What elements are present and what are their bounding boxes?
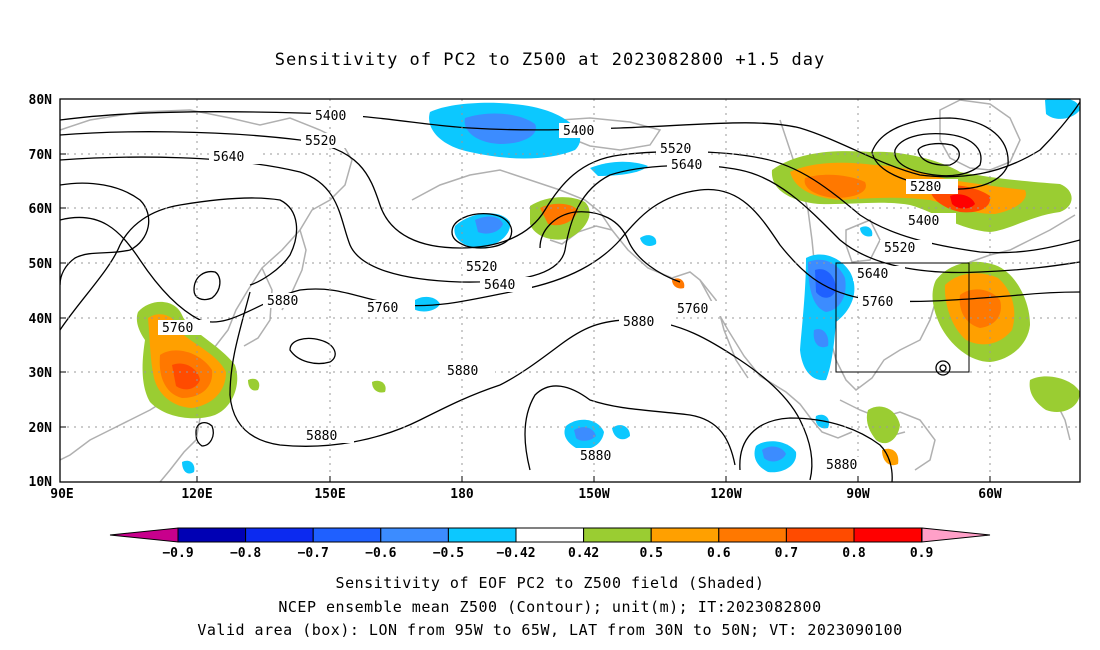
contour-label: 5400 bbox=[563, 124, 594, 139]
contour-label: 5760 bbox=[162, 321, 193, 336]
lon-label: 90E bbox=[50, 487, 73, 502]
lon-label: 150E bbox=[314, 487, 345, 502]
colorbar-cell bbox=[853, 527, 923, 543]
contour-label: 5760 bbox=[367, 301, 398, 316]
colorbar-cell bbox=[177, 527, 247, 543]
axis-ticks bbox=[60, 153, 991, 482]
lat-label: 40N bbox=[29, 312, 53, 327]
lon-label: 120E bbox=[181, 487, 212, 502]
contour-label: 5520 bbox=[660, 142, 691, 157]
colorbar-label: 0.8 bbox=[842, 546, 866, 561]
colorbar-cell bbox=[515, 527, 585, 543]
colorbar-labels: −0.9 −0.8 −0.7 −0.6 −0.5 −0.42 0.42 0.5 0.6 0.7 0.… bbox=[162, 546, 933, 561]
contour-label: 5640 bbox=[213, 150, 244, 165]
colorbar-cell bbox=[312, 527, 382, 543]
colorbar bbox=[109, 527, 991, 543]
contour-label: 5760 bbox=[677, 302, 708, 317]
colorbar-label: −0.42 bbox=[496, 546, 535, 561]
contour-label: 5880 bbox=[267, 294, 298, 309]
lat-label: 10N bbox=[29, 475, 53, 490]
contour-label: 5400 bbox=[908, 214, 939, 229]
colorbar-label: −0.8 bbox=[230, 546, 261, 561]
colorbar-cell bbox=[650, 527, 720, 543]
colorbar-cell bbox=[447, 527, 517, 543]
lat-label: 30N bbox=[29, 366, 53, 381]
colorbar-label: −0.6 bbox=[365, 546, 396, 561]
latitude-labels: 80N 70N 60N 50N 40N 30N 20N 10N bbox=[29, 93, 53, 490]
lon-label: 150W bbox=[578, 487, 609, 502]
colorbar-label: 0.5 bbox=[639, 546, 662, 561]
contour-label: 5880 bbox=[306, 429, 337, 444]
contour-label: 5640 bbox=[857, 267, 888, 282]
colorbar-label: 0.7 bbox=[775, 546, 798, 561]
lon-label: 120W bbox=[710, 487, 741, 502]
contour-label: 5640 bbox=[671, 158, 702, 173]
caption-shaded: Sensitivity of EOF PC2 to Z500 field (Sh… bbox=[335, 574, 765, 592]
colorbar-cell bbox=[785, 527, 855, 543]
contour-label: 5760 bbox=[862, 295, 893, 310]
lat-label: 70N bbox=[29, 148, 53, 163]
caption-contour: NCEP ensemble mean Z500 (Contour); unit(… bbox=[278, 598, 822, 616]
lat-label: 60N bbox=[29, 202, 53, 217]
contour-label: 5880 bbox=[447, 364, 478, 379]
contour-label: 5880 bbox=[623, 315, 654, 330]
colorbar-label: 0.9 bbox=[910, 546, 933, 561]
lat-label: 80N bbox=[29, 93, 53, 108]
colorbar-cell bbox=[718, 527, 787, 543]
lon-label: 180 bbox=[450, 487, 474, 502]
contour-label: 5880 bbox=[826, 458, 857, 473]
colorbar-label: −0.5 bbox=[433, 546, 464, 561]
colorbar-label: −0.7 bbox=[298, 546, 329, 561]
contour-labels: 5400 5520 5640 5400 5520 5640 5280 5400 … bbox=[158, 108, 958, 473]
colorbar-cell bbox=[583, 527, 652, 543]
contour-label: 5400 bbox=[315, 109, 346, 124]
contour-label: 5640 bbox=[484, 278, 515, 293]
colorbar-high-extend bbox=[921, 527, 991, 543]
lat-label: 50N bbox=[29, 257, 53, 272]
colorbar-label: 0.6 bbox=[707, 546, 731, 561]
colorbar-cell bbox=[380, 527, 449, 543]
colorbar-label: 0.42 bbox=[568, 546, 599, 561]
colorbar-cell bbox=[245, 527, 314, 543]
colorbar-label: −0.9 bbox=[162, 546, 193, 561]
lat-label: 20N bbox=[29, 421, 53, 436]
contour-label: 5280 bbox=[910, 180, 941, 195]
figure-title: Sensitivity of PC2 to Z500 at 2023082800… bbox=[274, 50, 826, 70]
contour-label: 5520 bbox=[305, 134, 336, 149]
contour-label: 5880 bbox=[580, 449, 611, 464]
colorbar-low-extend bbox=[109, 527, 179, 543]
lon-label: 60W bbox=[978, 487, 1002, 502]
caption-valid-area: Valid area (box): LON from 95W to 65W, L… bbox=[197, 621, 903, 639]
contour-label: 5520 bbox=[884, 241, 915, 256]
lon-label: 90W bbox=[846, 487, 870, 502]
contour-label: 5520 bbox=[466, 260, 497, 275]
valid-area-box bbox=[835, 262, 970, 373]
map-frame bbox=[59, 98, 1081, 483]
longitude-labels: 90E 120E 150E 180 150W 120W 90W 60W bbox=[50, 487, 1002, 502]
